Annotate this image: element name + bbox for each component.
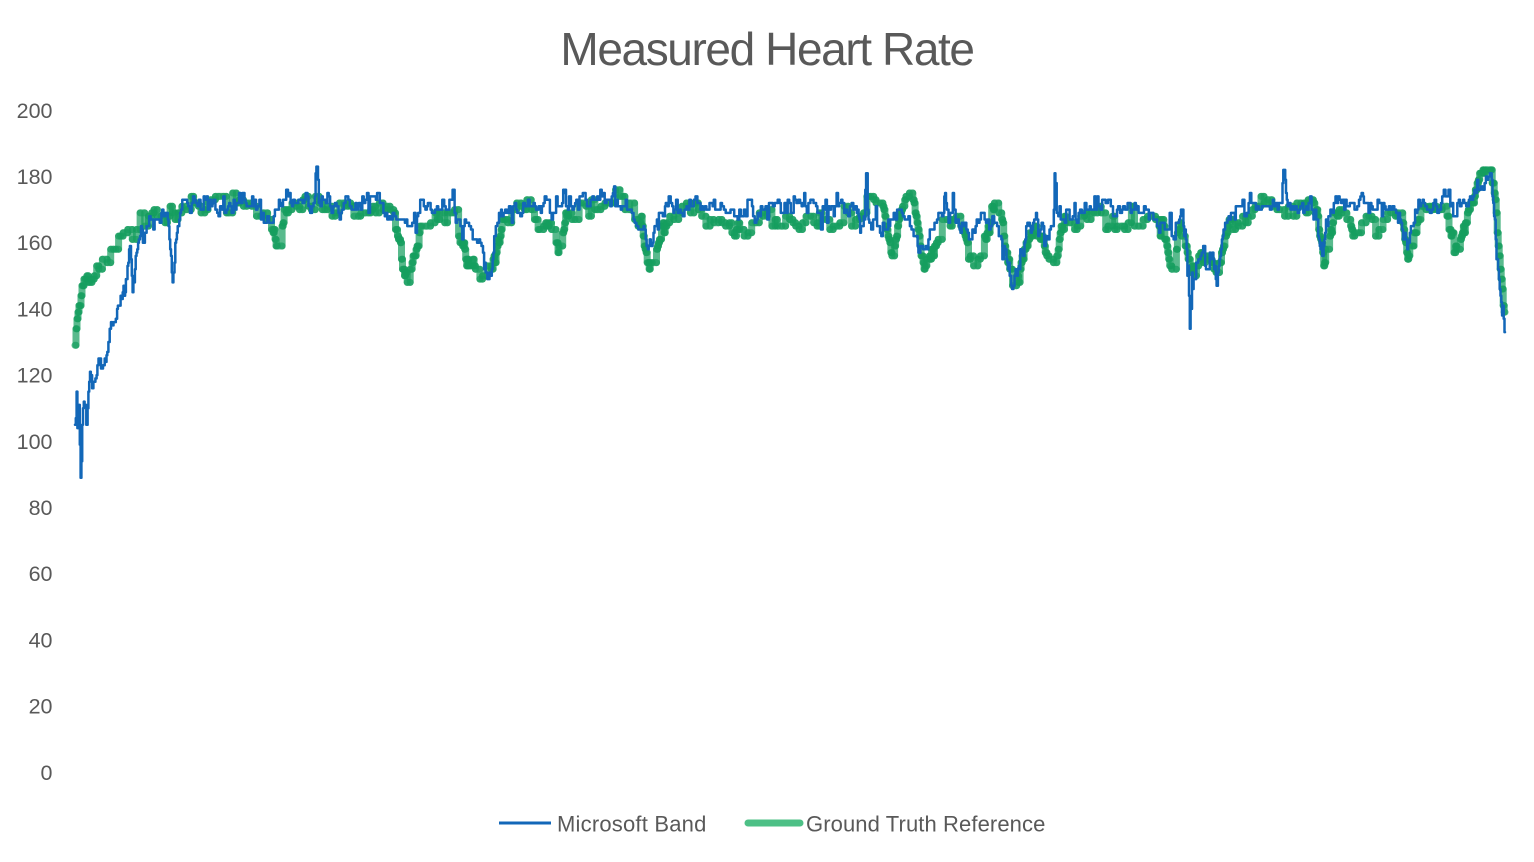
svg-text:80: 80 — [29, 496, 53, 520]
svg-text:140: 140 — [17, 297, 53, 321]
svg-text:0: 0 — [41, 761, 53, 785]
svg-text:200: 200 — [17, 99, 53, 123]
svg-text:Ground Truth Reference: Ground Truth Reference — [806, 812, 1045, 837]
svg-text:120: 120 — [17, 364, 53, 388]
svg-text:Measured Heart Rate: Measured Heart Rate — [560, 23, 973, 75]
svg-text:60: 60 — [29, 562, 53, 586]
svg-text:Microsoft Band: Microsoft Band — [557, 812, 707, 837]
svg-text:20: 20 — [29, 695, 53, 719]
svg-text:180: 180 — [17, 165, 53, 189]
svg-text:100: 100 — [17, 430, 53, 454]
svg-text:40: 40 — [29, 628, 53, 652]
svg-text:160: 160 — [17, 231, 53, 255]
